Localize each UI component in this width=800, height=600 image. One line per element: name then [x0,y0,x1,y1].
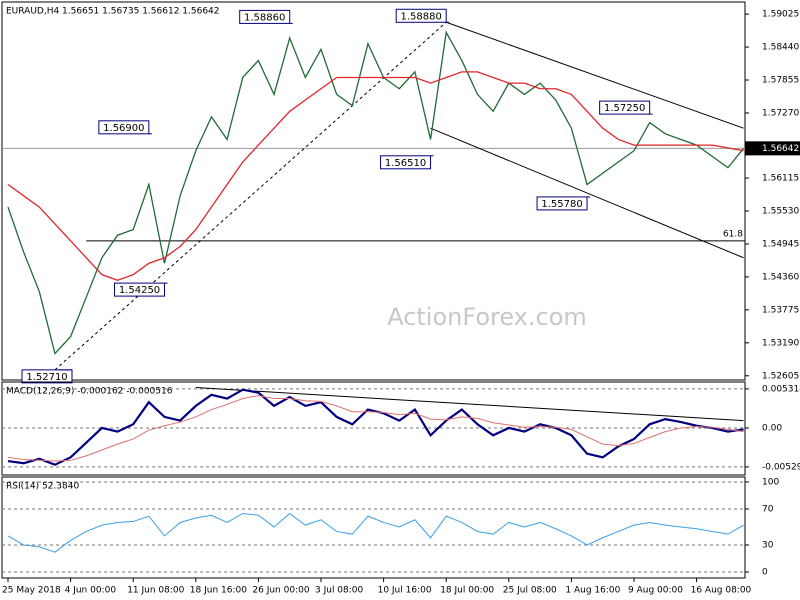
series-line [7,30,745,355]
y-tick-label: 30 [762,540,774,550]
x-tick-label: 25 Jul 08:00 [503,586,557,596]
panel-title: RSI(14) 52.3840 [6,482,79,492]
x-tick-label: 1 Aug 16:00 [565,586,620,596]
y-tick-label: 1.52605 [762,371,799,381]
last-price-box [745,141,800,156]
x-tick-label: 4 Jun 00:00 [65,586,117,596]
price-label: 1.58860 [244,12,285,23]
x-tick-label: 26 Jun 00:00 [252,586,309,596]
y-tick-label: 0 [762,567,768,577]
trend-line [195,387,744,422]
y-tick-label: 70 [762,504,774,514]
price-label-box [114,282,165,297]
last-price-label: 1.56642 [762,144,799,154]
price-label-box [536,196,588,211]
panel-frame [1,381,746,476]
x-tick-label: 18 Jul 00:00 [440,586,494,596]
series-line [7,395,744,462]
price-label-box [395,8,447,23]
price-label: 1.57250 [604,103,645,114]
y-tick-label: 1.53775 [762,305,799,315]
y-tick-label: 1.55530 [762,206,799,216]
y-tick-label: -0.005297 [762,462,800,472]
price-label: 1.58880 [401,11,442,22]
y-tick-label: 1.56115 [762,174,799,184]
y-tick-label: 1.59025 [762,10,799,20]
y-tick-label: 1.58440 [762,43,799,53]
x-tick-label: 25 May 2018 [2,586,61,596]
panel-title: EURAUD,H4 1.56651 1.56735 1.56612 1.5664… [6,7,220,17]
series-line [7,512,744,553]
price-label-box [380,155,432,170]
trend-line [446,21,744,129]
price-label: 1.55780 [541,199,582,210]
x-tick-label: 18 Jun 16:00 [190,586,247,596]
y-tick-label: 1.54360 [762,272,799,282]
y-tick-label: 1.57270 [762,108,799,118]
series-line [7,71,744,281]
panel-frame [1,476,746,579]
price-label: 1.56510 [385,158,426,169]
x-tick-label: 9 Aug 00:00 [628,586,683,596]
x-tick-label: 3 Jul 08:00 [315,586,364,596]
price-label: 1.56900 [103,123,144,134]
y-tick-label: 100 [762,477,779,487]
price-label-box [98,120,150,135]
y-tick-label: 0.00 [762,423,782,433]
price-label-box [599,100,651,115]
price-label: 1.52710 [26,372,67,383]
price-label: 1.54250 [119,285,160,296]
x-tick-label: 11 Jun 08:00 [127,586,184,596]
series-line [7,388,744,466]
y-tick-label: 0.005314 [762,384,800,394]
panel-title: MACD(12,26,9) -0.000162 -0.000516 [6,387,173,397]
y-tick-label: 1.53190 [762,338,799,348]
x-tick-label: 10 Jul 16:00 [378,586,432,596]
y-tick-label: 1.57855 [762,76,799,86]
y-tick-label: 1.54945 [762,239,799,249]
watermark: ActionForex.com [387,303,587,331]
panel-frame [1,1,746,381]
price-label-box [239,9,291,24]
level-label: 61.8 [723,229,743,239]
trend-line [430,127,744,259]
x-tick-label: 16 Aug 08:00 [691,586,752,596]
price-label-box [21,369,73,384]
